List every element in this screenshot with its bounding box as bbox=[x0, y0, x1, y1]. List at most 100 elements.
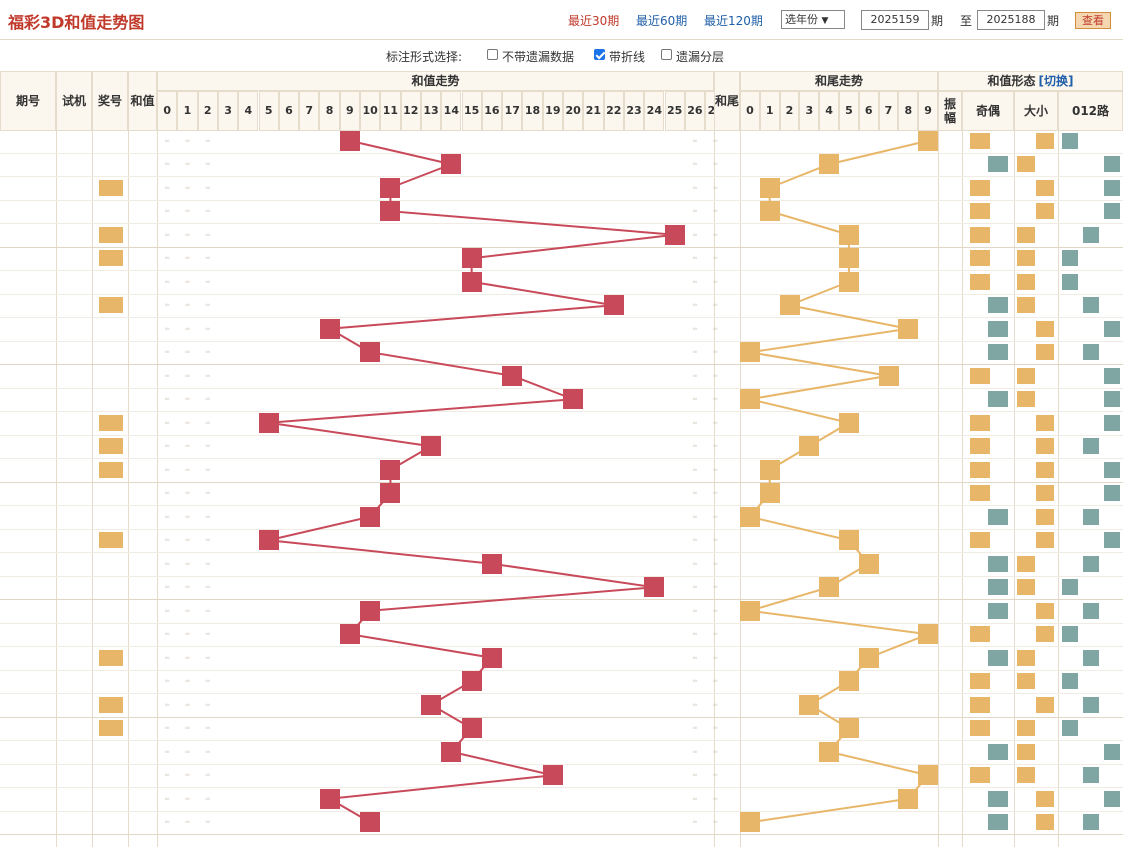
tail-miss bbox=[918, 717, 938, 741]
sum-miss bbox=[238, 482, 258, 506]
sum-dash: ═ bbox=[185, 724, 190, 733]
trial-cell bbox=[56, 294, 92, 318]
sum-hit bbox=[481, 553, 502, 574]
recent-120-link[interactable]: 最近120期 bbox=[704, 14, 763, 28]
period-header[interactable]: 期号 bbox=[0, 71, 56, 131]
polyline-checkbox[interactable] bbox=[594, 49, 605, 60]
sum-miss bbox=[644, 646, 664, 670]
recent-30-link[interactable]: 最近30期 bbox=[568, 14, 620, 28]
odd-badge bbox=[970, 461, 990, 478]
sum-miss bbox=[482, 223, 502, 247]
prize-cell bbox=[92, 129, 128, 153]
sum-miss bbox=[279, 129, 299, 153]
sum-col-7: 7 bbox=[299, 91, 320, 131]
no-miss-checkbox[interactable] bbox=[487, 49, 498, 60]
period-from-input[interactable]: 2025159 bbox=[861, 10, 929, 30]
sum-miss bbox=[340, 764, 360, 788]
tail-miss bbox=[760, 646, 780, 670]
sum-miss bbox=[665, 176, 685, 200]
sum-miss bbox=[644, 693, 664, 717]
prize-cell bbox=[92, 317, 128, 341]
sum-miss bbox=[279, 247, 299, 271]
tail-miss bbox=[859, 505, 879, 529]
tail-miss bbox=[799, 129, 819, 153]
sum-miss bbox=[462, 599, 482, 623]
route-badge bbox=[1083, 649, 1099, 666]
sum-miss bbox=[604, 552, 624, 576]
sum-cell bbox=[128, 458, 157, 482]
sum-miss bbox=[604, 482, 624, 506]
period-to-input[interactable]: 2025188 bbox=[977, 10, 1045, 30]
layer-checkbox[interactable] bbox=[661, 49, 672, 60]
sum-miss bbox=[563, 811, 583, 835]
sum-miss bbox=[360, 482, 380, 506]
recent-60-link[interactable]: 最近60期 bbox=[636, 14, 688, 28]
tail-miss bbox=[740, 317, 760, 341]
even-miss bbox=[992, 764, 1012, 788]
sum-miss bbox=[380, 411, 400, 435]
amp-cell bbox=[938, 176, 962, 200]
sum-miss bbox=[543, 599, 563, 623]
tail-miss bbox=[839, 294, 859, 318]
prize-badge bbox=[99, 532, 123, 549]
tail-miss bbox=[918, 458, 938, 482]
tail-miss bbox=[918, 599, 938, 623]
sum-miss bbox=[319, 529, 339, 553]
sum-miss bbox=[583, 153, 603, 177]
tail-miss bbox=[799, 787, 819, 811]
sum-miss bbox=[238, 811, 258, 835]
small-miss bbox=[1038, 388, 1056, 412]
tail-miss bbox=[859, 787, 879, 811]
amp-cell bbox=[938, 717, 962, 741]
sum-col-5: 5 bbox=[258, 91, 279, 131]
tail-col-9: 9 bbox=[918, 91, 938, 131]
sum-dash: ═ bbox=[205, 442, 210, 451]
sum-miss bbox=[218, 529, 238, 553]
big-miss bbox=[1016, 482, 1034, 506]
sum-miss bbox=[462, 223, 482, 247]
sum-dash: ═ bbox=[165, 818, 170, 827]
sum-dash: ═ bbox=[692, 536, 698, 545]
sum-miss bbox=[319, 552, 339, 576]
sum-miss bbox=[482, 529, 502, 553]
tail-miss bbox=[740, 529, 760, 553]
route-miss bbox=[1060, 294, 1080, 318]
sum-cell bbox=[128, 764, 157, 788]
sum-miss bbox=[502, 129, 522, 153]
query-button[interactable]: 查看 bbox=[1075, 12, 1111, 29]
prize-cell bbox=[92, 576, 128, 600]
sum-miss bbox=[543, 388, 563, 412]
sum-miss bbox=[238, 505, 258, 529]
sum-miss bbox=[340, 364, 360, 388]
period-cell bbox=[0, 505, 56, 529]
sum-dash: ═ bbox=[185, 371, 190, 380]
sum-miss bbox=[624, 247, 644, 271]
sum-miss bbox=[462, 458, 482, 482]
amp-cell bbox=[938, 364, 962, 388]
switch-link[interactable]: [切换] bbox=[1038, 74, 1074, 88]
sum-miss bbox=[360, 153, 380, 177]
small-badge bbox=[1036, 414, 1054, 431]
even-miss bbox=[992, 670, 1012, 694]
route-miss bbox=[1081, 411, 1101, 435]
route-miss bbox=[1081, 458, 1101, 482]
amp-cell bbox=[938, 787, 962, 811]
sum-dash: ═ bbox=[185, 442, 190, 451]
tail-miss bbox=[898, 599, 918, 623]
sum-cell bbox=[128, 153, 157, 177]
tail-miss bbox=[918, 388, 938, 412]
sum-miss bbox=[340, 529, 360, 553]
sum-hit bbox=[441, 154, 462, 175]
sum-miss bbox=[299, 270, 319, 294]
sum-miss bbox=[604, 740, 624, 764]
sum-cell bbox=[128, 599, 157, 623]
sum-miss bbox=[482, 693, 502, 717]
tail-miss bbox=[799, 505, 819, 529]
sum-miss bbox=[543, 811, 563, 835]
sum-miss bbox=[259, 646, 279, 670]
tail-hit bbox=[838, 530, 859, 551]
year-select[interactable]: 选年份 ▼ bbox=[781, 10, 845, 29]
route-miss bbox=[1102, 247, 1122, 271]
sum-dash: ═ bbox=[185, 277, 190, 286]
sum-dash: ═ bbox=[185, 136, 190, 145]
